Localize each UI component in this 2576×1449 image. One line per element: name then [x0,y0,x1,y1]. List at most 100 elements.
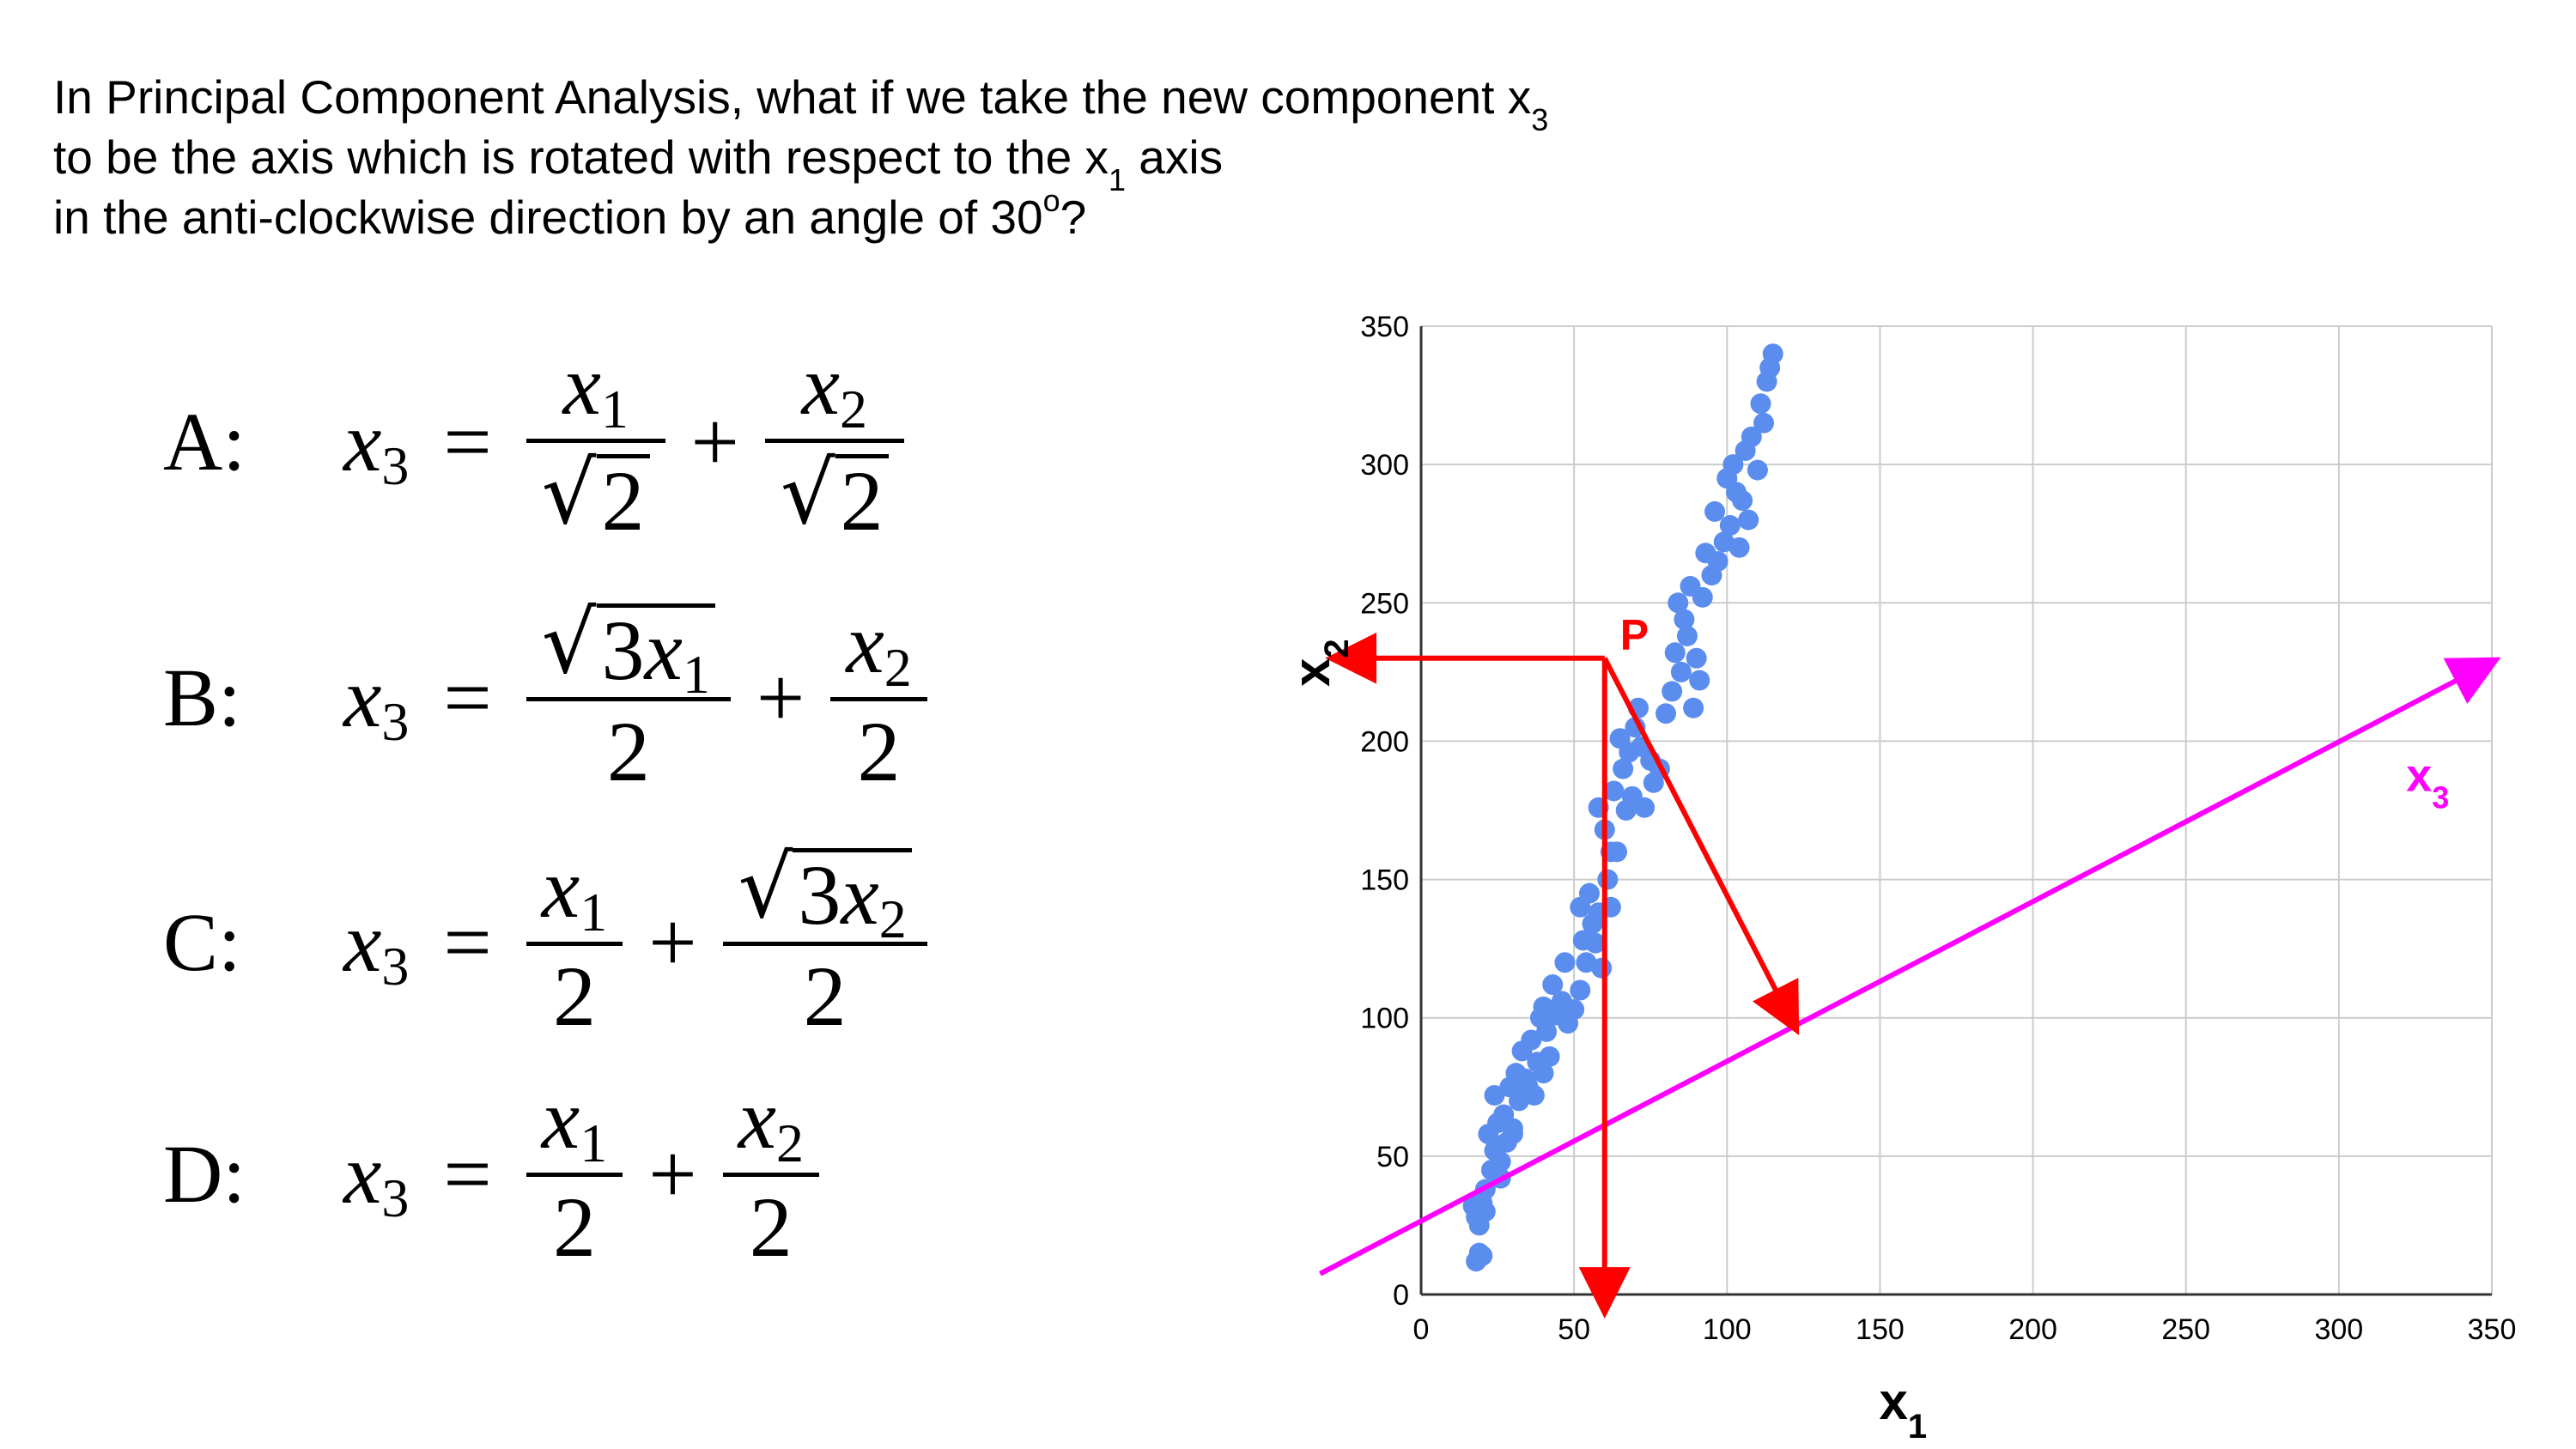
data-point [1613,758,1634,779]
plus-sign: + [648,1125,697,1222]
fraction-term-1: x1 √ 2 [526,335,665,548]
fraction-term-2: x2 √ 2 [764,335,904,548]
lhs-variable: x3 [343,1125,410,1228]
fraction-bar [526,439,665,443]
sqrt-icon: √ [738,837,793,937]
x-tick-label: 300 [2314,1313,2363,1346]
fraction-bar [764,439,904,443]
data-point [1585,932,1607,954]
data-point [1490,1151,1511,1173]
data-point [1656,703,1677,724]
equals-sign: = [443,894,492,990]
data-point [1509,1090,1530,1112]
data-point [1759,357,1781,379]
data-point [1468,1215,1490,1236]
data-point [1750,393,1771,415]
numerator: x1 [541,840,608,943]
option-c[interactable]: C: x3 = x1 2 + √ 3x2 2 [163,837,927,1047]
lhs-variable: x3 [343,393,410,496]
fraction-bar [526,697,731,701]
equals-sign: = [443,1125,492,1222]
numerator: x1 [562,337,629,440]
plus-sign: + [756,650,805,745]
plus-sign: + [648,894,697,990]
data-points [1462,343,1783,1272]
data-point [1732,490,1753,512]
y-tick-label: 300 [1360,449,1409,482]
data-point [1738,509,1759,530]
x-tick-label: 100 [1703,1313,1752,1346]
y-tick-label: 150 [1360,864,1409,897]
data-point [1529,1007,1551,1028]
numerator: x2 [801,337,867,440]
data-point [1539,1046,1560,1067]
data-point [1578,882,1600,904]
data-point [1722,454,1744,476]
x-tick-label: 150 [1856,1313,1905,1346]
y-tick-label: 0 [1393,1279,1409,1312]
data-point [1670,661,1692,682]
fraction-bar [526,1173,623,1177]
denominator: 2 [749,1179,793,1275]
data-point [1591,957,1613,979]
fraction-bar [830,696,927,701]
y-axis-title-sub: 2 [1318,639,1356,658]
x-tick-label: 350 [2468,1313,2517,1346]
data-point [1676,625,1698,646]
data-point [1554,952,1576,973]
plus-sign: + [690,393,739,489]
fraction-term-2: x2 2 [722,1069,819,1278]
tick-labels: 0 50 100 150 200 250 300 350 0 50 100 150 200 250 300 3… [1360,311,2516,1346]
sqrt-icon: √ [780,443,835,543]
data-point [1668,592,1689,614]
question-line-2: to be the axis which is rotated with res… [53,130,1224,197]
data-point [1634,797,1656,818]
data-point [1686,647,1707,669]
lhs-variable: x3 [343,650,410,752]
y-tick-label: 350 [1360,311,1409,343]
data-point [1689,670,1710,691]
option-b[interactable]: B: x3 = √ 3x1 2 + x2 2 [163,592,927,803]
option-label: B: [163,652,241,743]
fraction-bar [722,942,927,946]
denominator: 2 [857,703,901,799]
data-point [1597,869,1619,890]
fraction-bar [526,941,623,946]
data-point [1570,979,1591,1001]
equals-sign: = [443,650,492,745]
option-label: C: [163,896,241,988]
question-line-1: In Principal Component Analysis, what if… [53,70,1549,137]
option-a[interactable]: A: x3 = x1 √ 2 + x2 √ 2 [163,335,904,548]
data-point [1521,1029,1542,1051]
data-point [1533,1063,1554,1084]
y-tick-label: 250 [1360,587,1409,620]
data-point [1704,500,1726,522]
data-point [1542,974,1564,996]
data-point [1692,586,1713,608]
option-label: D: [163,1127,246,1220]
denominator: 2 [552,1179,596,1275]
data-point [1664,642,1686,664]
data-point [1564,999,1585,1021]
x-axis-title: x1 [1880,1373,1928,1446]
lhs-variable: x3 [343,894,410,997]
question-text: In Principal Component Analysis, what if… [53,67,1771,247]
data-point [1747,459,1768,481]
projection-arrow-x3 [1602,657,1800,1036]
grid [1419,325,2493,1296]
y-tick-label: 200 [1360,725,1409,758]
data-point [1728,537,1750,558]
numerator: √ 3x2 [723,837,927,947]
x3-component-axis [1319,657,2501,1276]
y-axis-title: x2 [1283,639,1356,687]
fraction-term-1: x1 2 [526,838,623,1047]
option-d[interactable]: D: x3 = x1 2 + x2 2 [163,1069,819,1278]
data-point [1741,426,1762,447]
x-tick-label: 50 [1558,1313,1590,1346]
data-point [1484,1084,1505,1106]
data-point [1615,800,1637,821]
denominator: 2 [803,949,847,1044]
annotations: Px3 [1319,611,2501,1319]
data-point [1753,412,1775,433]
